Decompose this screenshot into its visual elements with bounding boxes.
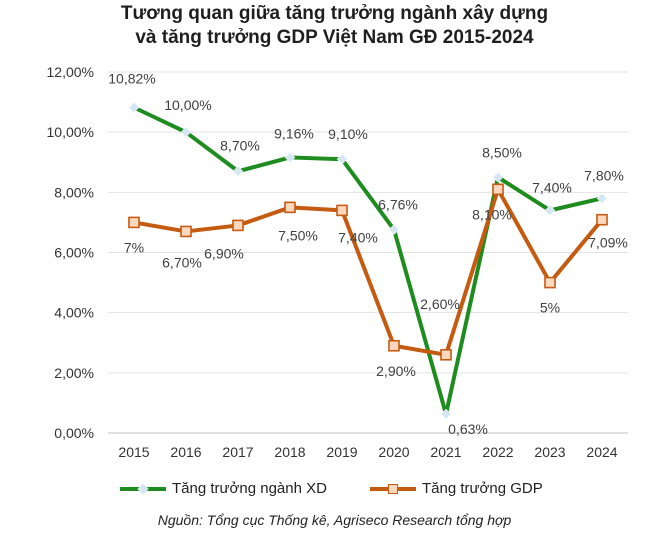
data-point[interactable] bbox=[596, 192, 608, 204]
data-point[interactable] bbox=[180, 126, 192, 138]
legend: Tăng trưởng ngành XD Tăng trưởng GDP bbox=[0, 480, 669, 504]
y-tick-label: 0,00% bbox=[54, 425, 94, 441]
data-label: 7% bbox=[124, 239, 144, 255]
x-tick-label: 2017 bbox=[222, 444, 253, 460]
data-label: 6,90% bbox=[204, 245, 244, 261]
data-label: 7,40% bbox=[532, 179, 572, 195]
data-label: 8,70% bbox=[220, 137, 260, 153]
data-point[interactable] bbox=[544, 276, 556, 289]
y-tick-label: 10,00% bbox=[47, 124, 94, 140]
data-label: 2,90% bbox=[376, 363, 416, 379]
data-label: 8,10% bbox=[472, 206, 512, 222]
x-tick-label: 2021 bbox=[430, 444, 461, 460]
data-point[interactable] bbox=[180, 225, 192, 238]
data-label: 7,09% bbox=[588, 235, 628, 251]
data-label: 9,16% bbox=[274, 125, 314, 141]
data-point[interactable] bbox=[284, 201, 296, 214]
x-tick-label: 2016 bbox=[170, 444, 201, 460]
data-point[interactable] bbox=[128, 216, 140, 229]
data-label: 7,40% bbox=[338, 229, 378, 245]
series-construction bbox=[128, 102, 608, 420]
data-label: 9,10% bbox=[328, 126, 368, 142]
legend-swatch-gdp bbox=[370, 481, 416, 497]
data-label: 0,63% bbox=[448, 421, 488, 437]
data-point[interactable] bbox=[492, 171, 504, 183]
legend-item-construction[interactable]: Tăng trưởng ngành XD bbox=[120, 480, 327, 497]
data-point[interactable] bbox=[232, 165, 244, 177]
chart-title-line-1: Tương quan giữa tăng trưởng ngành xây dự… bbox=[120, 3, 549, 24]
data-point[interactable] bbox=[388, 224, 400, 235]
y-tick-label: 6,00% bbox=[54, 245, 94, 261]
series-gdp bbox=[128, 183, 608, 361]
x-tick-label: 2022 bbox=[482, 444, 513, 460]
data-point[interactable] bbox=[128, 102, 140, 113]
data-point[interactable] bbox=[440, 348, 452, 361]
data-point[interactable] bbox=[492, 183, 504, 196]
data-point[interactable] bbox=[284, 152, 296, 163]
data-label: 6,76% bbox=[378, 197, 418, 213]
chart-title-line-2: và tăng trưởng GDP Việt Nam GĐ 2015-2024 bbox=[135, 27, 534, 48]
data-point[interactable] bbox=[544, 205, 556, 216]
legend-swatch-construction bbox=[120, 481, 166, 497]
y-tick-label: 8,00% bbox=[54, 184, 94, 200]
y-tick-label: 4,00% bbox=[54, 305, 94, 321]
data-label: 10,00% bbox=[164, 97, 211, 113]
data-label: 8,50% bbox=[482, 144, 522, 160]
data-label: 10,82% bbox=[108, 70, 155, 86]
x-tick-label: 2019 bbox=[326, 444, 357, 460]
data-label: 7,80% bbox=[584, 167, 624, 183]
series bbox=[128, 102, 608, 420]
data-point[interactable] bbox=[440, 408, 452, 420]
legend-label-gdp: Tăng trưởng GDP bbox=[422, 480, 543, 497]
legend-label-construction: Tăng trưởng ngành XD bbox=[172, 480, 327, 497]
y-tick-label: 2,00% bbox=[54, 365, 94, 381]
x-tick-label: 2020 bbox=[378, 444, 409, 460]
data-point[interactable] bbox=[336, 153, 348, 165]
data-label: 5% bbox=[540, 300, 560, 316]
data-labels: 10,82% 10,00% 8,70% 9,16% 9,10% 6,76% 0,63% 8,5… bbox=[108, 70, 628, 437]
data-point[interactable] bbox=[596, 213, 608, 226]
data-label: 2,60% bbox=[420, 296, 460, 312]
chart-title: Tương quan giữa tăng trưởng ngành xây dự… bbox=[0, 2, 669, 50]
x-tick-label: 2023 bbox=[534, 444, 565, 460]
data-point[interactable] bbox=[388, 339, 400, 352]
x-tick-label: 2024 bbox=[586, 444, 617, 460]
data-point[interactable] bbox=[232, 219, 244, 232]
gridlines bbox=[108, 71, 628, 434]
axes: 0,00% 2,00% 4,00% 6,00% 8,00% 10,00% 12,00% 201… bbox=[47, 64, 618, 460]
line-gdp bbox=[133, 187, 604, 357]
source-note: Nguồn: Tổng cục Thống kê, Agriseco Resea… bbox=[157, 512, 512, 528]
legend-item-gdp[interactable]: Tăng trưởng GDP bbox=[370, 480, 543, 497]
x-tick-label: 2018 bbox=[274, 444, 305, 460]
data-label: 7,50% bbox=[278, 227, 318, 243]
data-label: 6,70% bbox=[162, 254, 202, 270]
data-point[interactable] bbox=[336, 204, 348, 217]
y-tick-label: 12,00% bbox=[47, 64, 94, 80]
line-construction bbox=[133, 105, 603, 417]
x-tick-label: 2015 bbox=[118, 444, 149, 460]
